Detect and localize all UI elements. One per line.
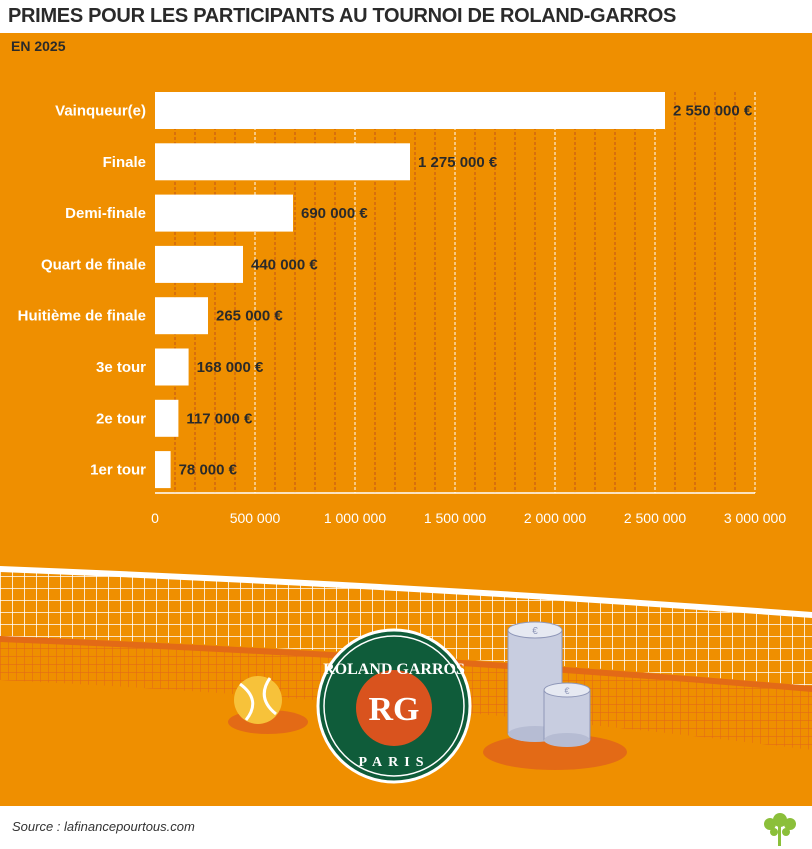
category-label: Huitième de finale [18,308,146,325]
category-label: Vainqueur(e) [55,103,146,120]
roland-garros-logo: ROLAND GARROS RG PARIS [316,628,472,784]
bar [155,92,665,129]
category-label: 2e tour [96,410,146,427]
chart-subtitle: EN 2025 [11,38,66,54]
category-label: 3e tour [96,359,146,376]
x-tick-label: 1 500 000 [424,510,486,526]
x-tick-label: 500 000 [230,510,281,526]
category-label: 1er tour [90,462,146,479]
x-tick-label: 3 000 000 [724,510,786,526]
title-bar: PRIMES POUR LES PARTICIPANTS AU TOURNOI … [0,0,812,33]
bar [155,143,410,181]
chart-bars [155,92,665,489]
bar [155,451,171,489]
category-label: Demi-finale [65,205,146,222]
bar [155,399,179,437]
svg-text:€: € [564,686,569,696]
bar [155,194,293,232]
category-label: Quart de finale [41,256,146,273]
svg-text:RG: RG [369,691,420,728]
footer: Source : lafinancepourtous.com [0,806,812,849]
sprout-tree-icon [764,813,796,846]
data-label: 117 000 € [186,410,253,427]
data-label: 440 000 € [251,256,318,273]
data-label: 78 000 € [179,462,238,479]
bar [155,348,189,386]
tennis-ball-icon [228,676,308,734]
bar [155,297,208,335]
data-label: 265 000 € [216,308,283,325]
data-label: 1 275 000 € [418,154,498,171]
category-label: Finale [103,154,146,171]
page-title: PRIMES POUR LES PARTICIPANTS AU TOURNOI … [8,5,677,27]
bar-chart: 0 500 000 1 000 000 1 500 000 2 000 000 2 500… [18,92,787,527]
source-text: Source : lafinancepourtous.com [12,819,195,834]
euro-coin-stack-icon: € € [483,621,627,770]
x-tick-label: 2 000 000 [524,510,586,526]
chart-labels: 0 500 000 1 000 000 1 500 000 2 000 000 2 500… [18,103,787,527]
bar [155,245,243,283]
logo-text: ROLAND GARROS [323,661,465,678]
x-tick-label: 0 [151,510,159,526]
data-label: 168 000 € [197,359,264,376]
data-label: 2 550 000 € [673,103,753,120]
tennis-illustration: ROLAND GARROS RG PARIS € € [0,566,812,784]
svg-text:€: € [532,626,538,637]
logo-city: PARIS [359,755,430,770]
x-tick-label: 1 000 000 [324,510,386,526]
x-tick-label: 2 500 000 [624,510,686,526]
data-label: 690 000 € [301,205,368,222]
